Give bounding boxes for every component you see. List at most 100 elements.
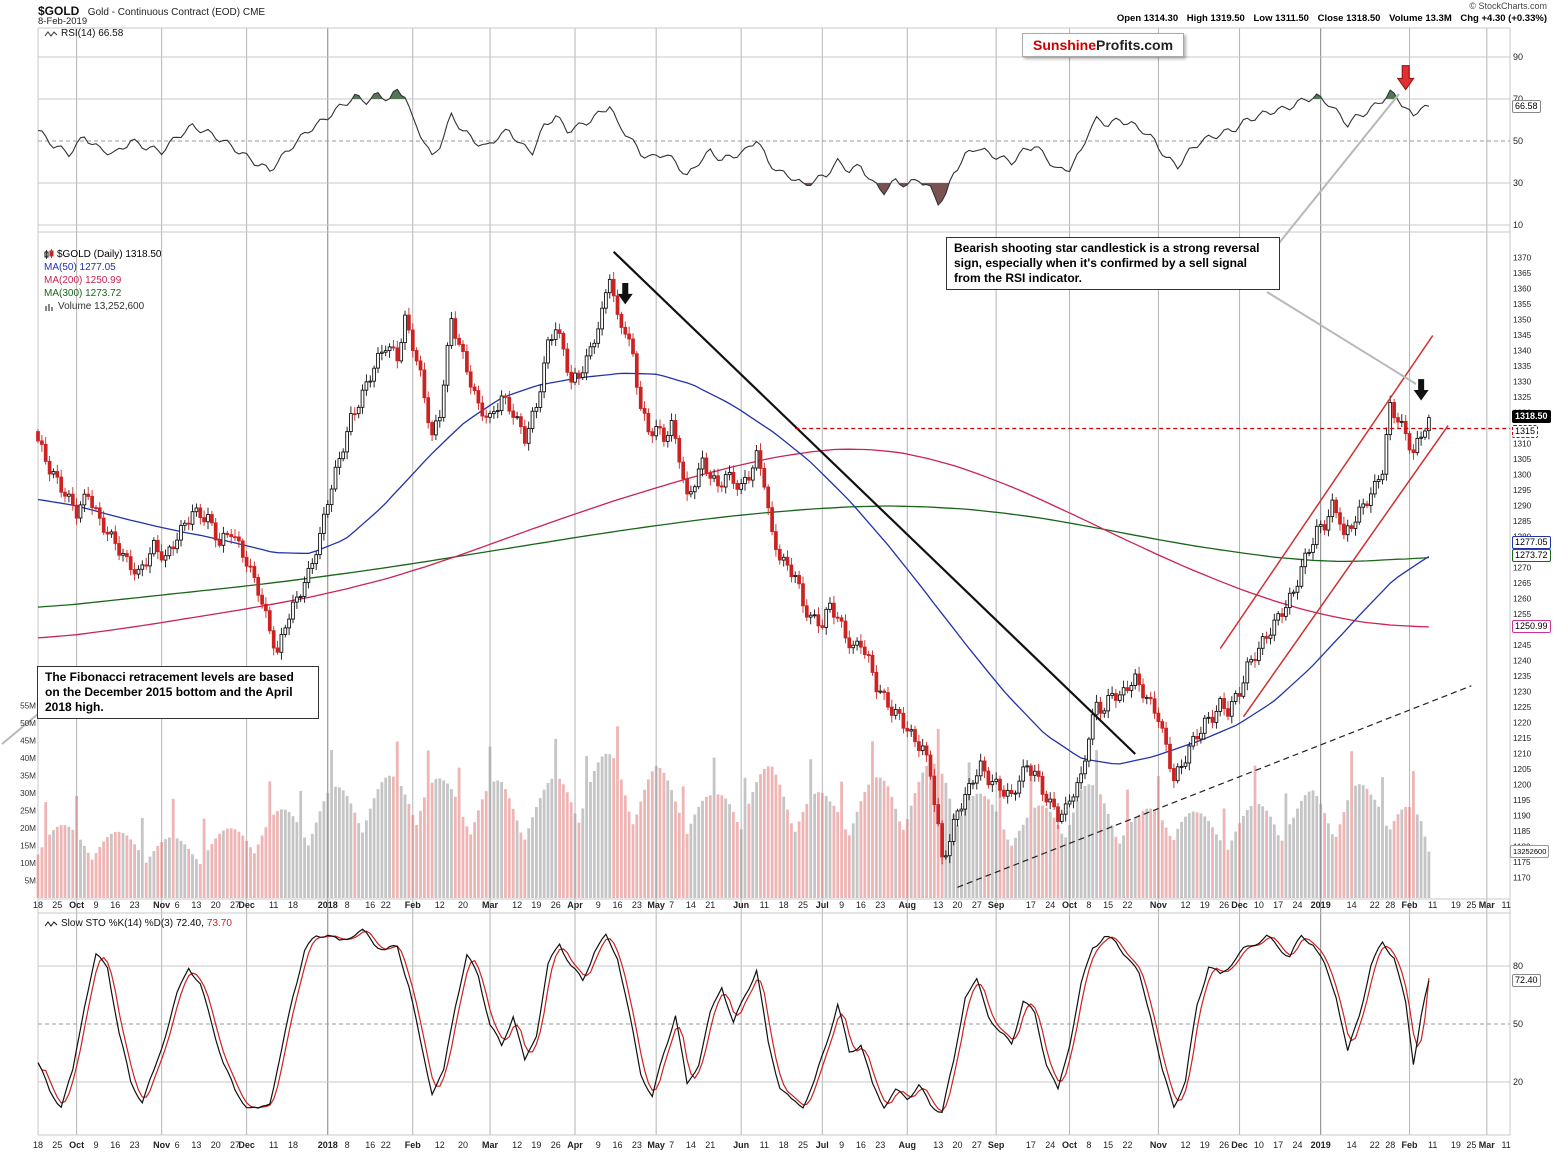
svg-text:22: 22 xyxy=(381,1140,391,1150)
svg-text:9: 9 xyxy=(839,900,844,910)
low-label: Low xyxy=(1253,13,1273,24)
legend-ma300-label: MA(300) 1273.72 xyxy=(44,288,122,299)
down-arrow-icon xyxy=(617,283,633,305)
volume-bars xyxy=(36,726,1431,898)
svg-text:21: 21 xyxy=(705,1140,715,1150)
svg-text:25: 25 xyxy=(52,900,62,910)
svg-text:27: 27 xyxy=(230,900,240,910)
open-label: Open xyxy=(1116,13,1142,24)
svg-text:1350: 1350 xyxy=(1513,316,1532,325)
svg-text:1230: 1230 xyxy=(1513,688,1532,697)
svg-text:1175: 1175 xyxy=(1513,858,1531,867)
stochastic-plot xyxy=(37,928,1430,1113)
svg-text:27: 27 xyxy=(230,1140,240,1150)
svg-text:1170: 1170 xyxy=(1513,874,1531,883)
svg-text:16: 16 xyxy=(856,900,866,910)
svg-text:Dec: Dec xyxy=(1231,1140,1248,1150)
svg-text:1205: 1205 xyxy=(1513,765,1532,774)
legend-symbol-label: $GOLD (Daily) 1318.50 xyxy=(57,249,162,260)
svg-text:27: 27 xyxy=(972,900,982,910)
svg-text:11: 11 xyxy=(1501,1140,1510,1150)
chg-label: Chg xyxy=(1460,13,1479,24)
svg-text:24: 24 xyxy=(1292,900,1302,910)
svg-text:16: 16 xyxy=(365,1140,375,1150)
main-legend: $GOLD (Daily) 1318.50 MA(50) 1277.05 MA(… xyxy=(44,248,162,313)
svg-text:Dec: Dec xyxy=(1231,900,1248,910)
svg-text:25: 25 xyxy=(52,1140,62,1150)
svg-text:11: 11 xyxy=(760,900,769,910)
svg-text:20: 20 xyxy=(1513,1077,1523,1087)
svg-text:25M: 25M xyxy=(20,807,36,816)
svg-text:1365: 1365 xyxy=(1513,269,1532,278)
svg-text:Jul: Jul xyxy=(816,900,829,910)
svg-text:10: 10 xyxy=(1513,220,1523,230)
svg-text:Sep: Sep xyxy=(988,900,1005,910)
svg-text:10M: 10M xyxy=(20,859,36,868)
svg-text:5M: 5M xyxy=(25,877,37,886)
svg-text:1360: 1360 xyxy=(1513,285,1532,294)
svg-text:13: 13 xyxy=(933,900,943,910)
svg-text:14: 14 xyxy=(686,900,696,910)
svg-text:8: 8 xyxy=(1086,1140,1091,1150)
svg-text:23: 23 xyxy=(632,900,642,910)
svg-text:Dec: Dec xyxy=(238,900,255,910)
svg-text:7: 7 xyxy=(669,900,674,910)
close-value: 1318.50 xyxy=(1346,13,1381,24)
logo-part2: Profits.com xyxy=(1096,37,1174,53)
svg-text:23: 23 xyxy=(632,1140,642,1150)
svg-text:22: 22 xyxy=(381,900,391,910)
svg-text:70: 70 xyxy=(1513,94,1523,104)
legend-ma50-label: MA(50) 1277.05 xyxy=(44,262,116,273)
svg-text:13: 13 xyxy=(191,900,201,910)
svg-text:10: 10 xyxy=(1254,1140,1264,1150)
svg-text:16: 16 xyxy=(365,900,375,910)
svg-text:16: 16 xyxy=(613,900,623,910)
svg-text:18: 18 xyxy=(779,1140,789,1150)
svg-text:1265: 1265 xyxy=(1513,579,1532,588)
svg-text:1255: 1255 xyxy=(1513,610,1532,619)
svg-text:1325: 1325 xyxy=(1513,393,1532,402)
svg-text:15M: 15M xyxy=(20,842,36,851)
svg-text:35M: 35M xyxy=(20,772,36,781)
svg-text:22: 22 xyxy=(1370,1140,1380,1150)
svg-text:Apr: Apr xyxy=(567,900,583,910)
svg-text:16: 16 xyxy=(613,1140,623,1150)
svg-text:Mar: Mar xyxy=(482,900,499,910)
svg-text:Mar: Mar xyxy=(1479,900,1496,910)
svg-text:17: 17 xyxy=(1026,1140,1036,1150)
svg-text:1225: 1225 xyxy=(1513,703,1532,712)
svg-text:26: 26 xyxy=(1219,900,1229,910)
svg-text:1285: 1285 xyxy=(1513,517,1532,526)
sunshine-profits-logo: SunshineProfits.com xyxy=(1022,33,1185,57)
copyright: © StockCharts.com xyxy=(1469,1,1547,11)
svg-text:12: 12 xyxy=(512,1140,522,1150)
svg-text:Oct: Oct xyxy=(1062,900,1077,910)
svg-text:Feb: Feb xyxy=(405,900,422,910)
close-price-tag: 1318.50 xyxy=(1512,410,1551,423)
svg-text:20: 20 xyxy=(211,900,221,910)
legend-volume-label: Volume 13,252,600 xyxy=(58,301,145,312)
svg-text:9: 9 xyxy=(596,1140,601,1150)
callout-line xyxy=(1266,93,1400,259)
svg-text:26: 26 xyxy=(551,1140,561,1150)
svg-text:Jun: Jun xyxy=(733,1140,749,1150)
sto-legend-d: 73.70 xyxy=(206,918,232,929)
rsi-line-icon xyxy=(44,30,58,37)
svg-text:1310: 1310 xyxy=(1513,440,1532,449)
svg-text:9: 9 xyxy=(596,900,601,910)
svg-text:1330: 1330 xyxy=(1513,378,1532,387)
svg-text:28: 28 xyxy=(1385,1140,1395,1150)
svg-text:2018: 2018 xyxy=(318,1140,338,1150)
declining-trendline xyxy=(612,251,1137,755)
chg-value: +4.30 (+0.33%) xyxy=(1481,13,1548,24)
svg-text:8: 8 xyxy=(345,900,350,910)
svg-text:Oct: Oct xyxy=(1062,1140,1077,1150)
svg-text:22: 22 xyxy=(1123,900,1133,910)
svg-text:1335: 1335 xyxy=(1513,362,1532,371)
legend-ma200-row: MA(200) 1250.99 xyxy=(44,274,162,287)
svg-text:9: 9 xyxy=(93,900,98,910)
sto-line-icon xyxy=(44,920,58,927)
svg-text:1345: 1345 xyxy=(1513,331,1532,340)
svg-text:19: 19 xyxy=(1200,1140,1210,1150)
